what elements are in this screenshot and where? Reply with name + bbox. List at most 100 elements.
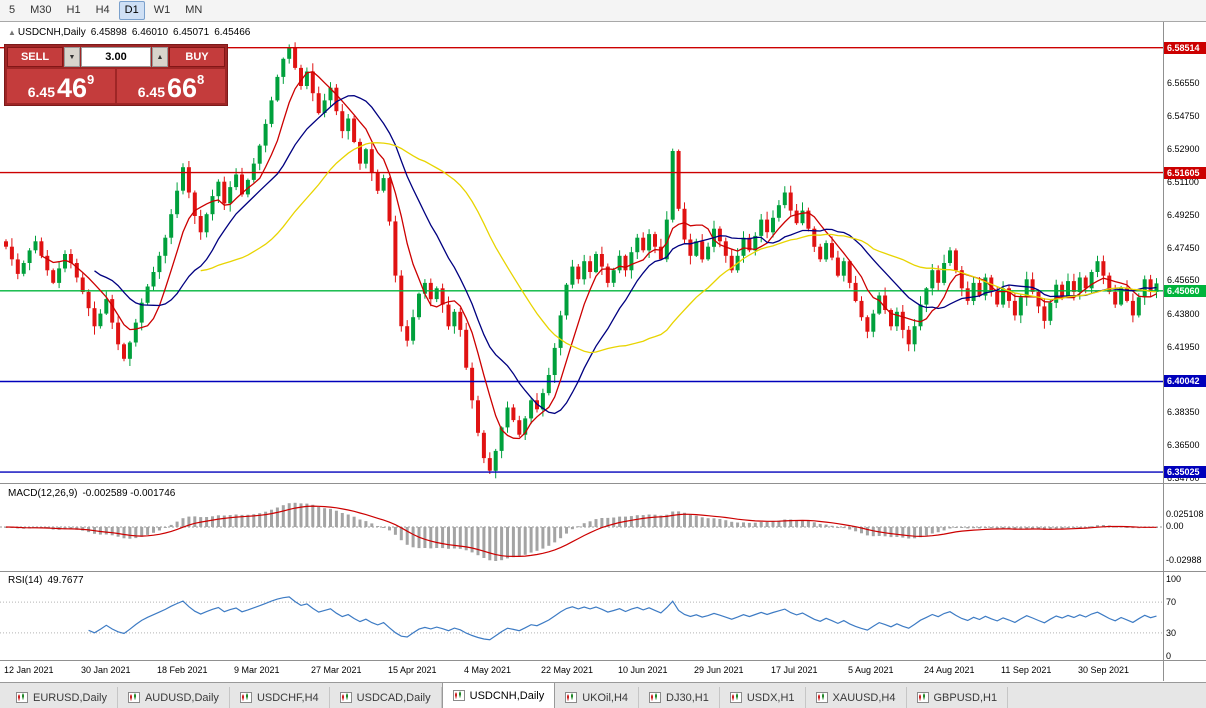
price-level-tag: 6.58514 <box>1164 42 1206 54</box>
price-level-tag: 6.35025 <box>1164 466 1206 478</box>
tab-chart-icon <box>16 692 28 703</box>
tab-label: USDCAD,Daily <box>356 691 431 704</box>
chart-tab-usdchf-h4[interactable]: USDCHF,H4 <box>229 687 330 708</box>
ohlc-open: 6.45898 <box>90 27 127 38</box>
tab-label: UKOil,H4 <box>582 691 629 704</box>
chart-tab-audusd-daily[interactable]: AUDUSD,Daily <box>117 687 230 708</box>
tab-label: USDCNH,Daily <box>469 689 545 702</box>
chart-tab-dj30-h1[interactable]: DJ30,H1 <box>639 687 720 708</box>
sell-button[interactable]: SELL <box>7 47 63 67</box>
date-tick-label: 29 Jun 2021 <box>694 665 744 675</box>
volume-decrease-button[interactable]: ▼ <box>64 47 80 67</box>
date-tick-label: 9 Mar 2021 <box>234 665 280 675</box>
price-tick-label: 6.51100 <box>1167 177 1199 187</box>
tab-label: AUDUSD,Daily <box>144 691 219 704</box>
rsi-value: 49.7677 <box>47 575 84 586</box>
chart-shift-marker-icon: ▲ <box>8 28 16 37</box>
chart-ohlc-header: ▲ USDCNH,Daily 6.45898 6.46010 6.45071 6.4546… <box>8 27 255 38</box>
price-level-tag: 6.51605 <box>1164 167 1206 179</box>
date-tick-label: 17 Jul 2021 <box>771 665 818 675</box>
sell-price-base: 6.45 <box>27 84 55 100</box>
chart-tab-xauusd-h4[interactable]: XAUUSD,H4 <box>805 687 907 708</box>
date-tick-label: 27 Mar 2021 <box>311 665 362 675</box>
tab-chart-icon <box>239 692 252 703</box>
timeframe-button-5[interactable]: 5 <box>9 4 16 16</box>
rsi-indicator-label: RSI(14) 49.7677 <box>8 575 89 586</box>
tab-chart-icon <box>649 692 662 703</box>
tab-label: DJ30,H1 <box>666 691 709 704</box>
price-tick-label: 6.43800 <box>1167 309 1200 319</box>
volume-increase-button[interactable]: ▲ <box>152 47 168 67</box>
sell-price-display[interactable]: 6.45 46 9 <box>7 69 115 103</box>
date-tick-label: 12 Jan 2021 <box>4 665 54 675</box>
price-tick-label: 6.34700 <box>1167 473 1200 483</box>
panel-separator <box>0 660 1206 661</box>
symbol-label: USDCNH,Daily <box>17 27 86 38</box>
tab-label: USDX,H1 <box>746 691 795 704</box>
chart-tab-usdcnh-daily[interactable]: USDCNH,Daily <box>441 682 556 708</box>
price-tick-label: 6.49250 <box>1167 210 1200 220</box>
macd-scale-label-bottom: -0.02988 <box>1166 555 1202 565</box>
ohlc-close: 6.45466 <box>214 27 251 38</box>
price-scale[interactable]: 0.025108 0.00 -0.02988 6.56550 6.54750 6.5… <box>1163 22 1206 681</box>
spinner-up-icon: ▲ <box>156 53 164 61</box>
volume-input[interactable] <box>81 47 151 67</box>
buy-price-display[interactable]: 6.45 66 8 <box>117 69 225 103</box>
timeframe-button-d1[interactable]: D1 <box>118 1 145 20</box>
tab-label: XAUUSD,H4 <box>832 691 896 704</box>
chart-tab-ukoil-h4[interactable]: UKOil,H4 <box>555 687 640 708</box>
date-tick-label: 30 Jan 2021 <box>81 665 131 675</box>
price-level-tag: 6.40042 <box>1164 375 1206 387</box>
candlestick-chart[interactable] <box>0 22 1163 660</box>
timeframe-button-mn[interactable]: MN <box>185 4 203 16</box>
date-tick-label: 15 Apr 2021 <box>388 665 437 675</box>
tab-chart-icon <box>815 692 828 703</box>
date-tick-label: 11 Sep 2021 <box>1001 665 1052 675</box>
price-tick-label: 6.54750 <box>1167 111 1200 121</box>
tab-label: GBPUSD,H1 <box>933 691 998 704</box>
date-tick-label: 22 May 2021 <box>541 665 594 675</box>
timeframe-button-h4[interactable]: H4 <box>95 4 110 16</box>
macd-values: -0.002589 -0.001746 <box>82 488 176 499</box>
tab-chart-icon <box>339 692 352 703</box>
tab-chart-icon <box>729 692 742 703</box>
price-tick-label: 6.52900 <box>1167 144 1200 154</box>
chart-tab-usdx-h1[interactable]: USDX,H1 <box>719 687 806 708</box>
rsi-scale-label: 30 <box>1166 628 1177 638</box>
macd-scale-label-zero: 0.00 <box>1166 521 1184 531</box>
buy-price-base: 6.45 <box>137 84 165 100</box>
price-tick-label: 6.36500 <box>1167 440 1200 450</box>
buy-button[interactable]: BUY <box>169 47 225 67</box>
macd-indicator-label: MACD(12,26,9) -0.002589 -0.001746 <box>8 488 180 499</box>
buy-price-big: 66 <box>166 73 198 103</box>
tab-chart-icon <box>127 692 140 703</box>
ohlc-low: 6.45071 <box>173 27 210 38</box>
panel-separator <box>0 483 1206 484</box>
rsi-name: RSI(14) <box>8 575 43 586</box>
rsi-scale-label: 70 <box>1166 597 1177 607</box>
chart-tab-eurusd-daily[interactable]: EURUSD,Daily <box>6 687 118 708</box>
date-tick-label: 10 Jun 2021 <box>618 665 668 675</box>
macd-scale-label-top: 0.025108 <box>1166 509 1204 519</box>
macd-name: MACD(12,26,9) <box>8 488 78 499</box>
price-tick-label: 6.56550 <box>1167 78 1200 88</box>
rsi-scale-label: 100 <box>1166 574 1182 584</box>
tab-label: USDCHF,H4 <box>256 691 319 704</box>
chart-tab-usdcad-daily[interactable]: USDCAD,Daily <box>329 687 442 708</box>
date-tick-label: 5 Aug 2021 <box>848 665 894 675</box>
time-scale[interactable]: 12 Jan 2021 30 Jan 2021 18 Feb 2021 9 Mar 2… <box>0 661 1163 681</box>
timeframe-button-w1[interactable]: W1 <box>153 4 171 16</box>
price-tick-label: 6.45650 <box>1167 275 1200 285</box>
chart-tab-gbpusd-h1[interactable]: GBPUSD,H1 <box>906 687 1009 708</box>
tab-chart-icon <box>565 692 578 703</box>
price-tick-label: 6.47450 <box>1167 243 1200 253</box>
ohlc-high: 6.46010 <box>131 27 169 38</box>
panel-separator <box>0 571 1206 572</box>
one-click-trading-panel: SELL ▼ ▲ BUY 6.45 46 9 6.45 66 8 <box>4 44 228 106</box>
timeframe-button-m30[interactable]: M30 <box>30 4 52 16</box>
price-level-tag: 6.45060 <box>1164 285 1206 297</box>
date-tick-label: 4 May 2021 <box>464 665 512 675</box>
tab-chart-icon <box>452 690 465 701</box>
timeframe-button-h1[interactable]: H1 <box>66 4 81 16</box>
